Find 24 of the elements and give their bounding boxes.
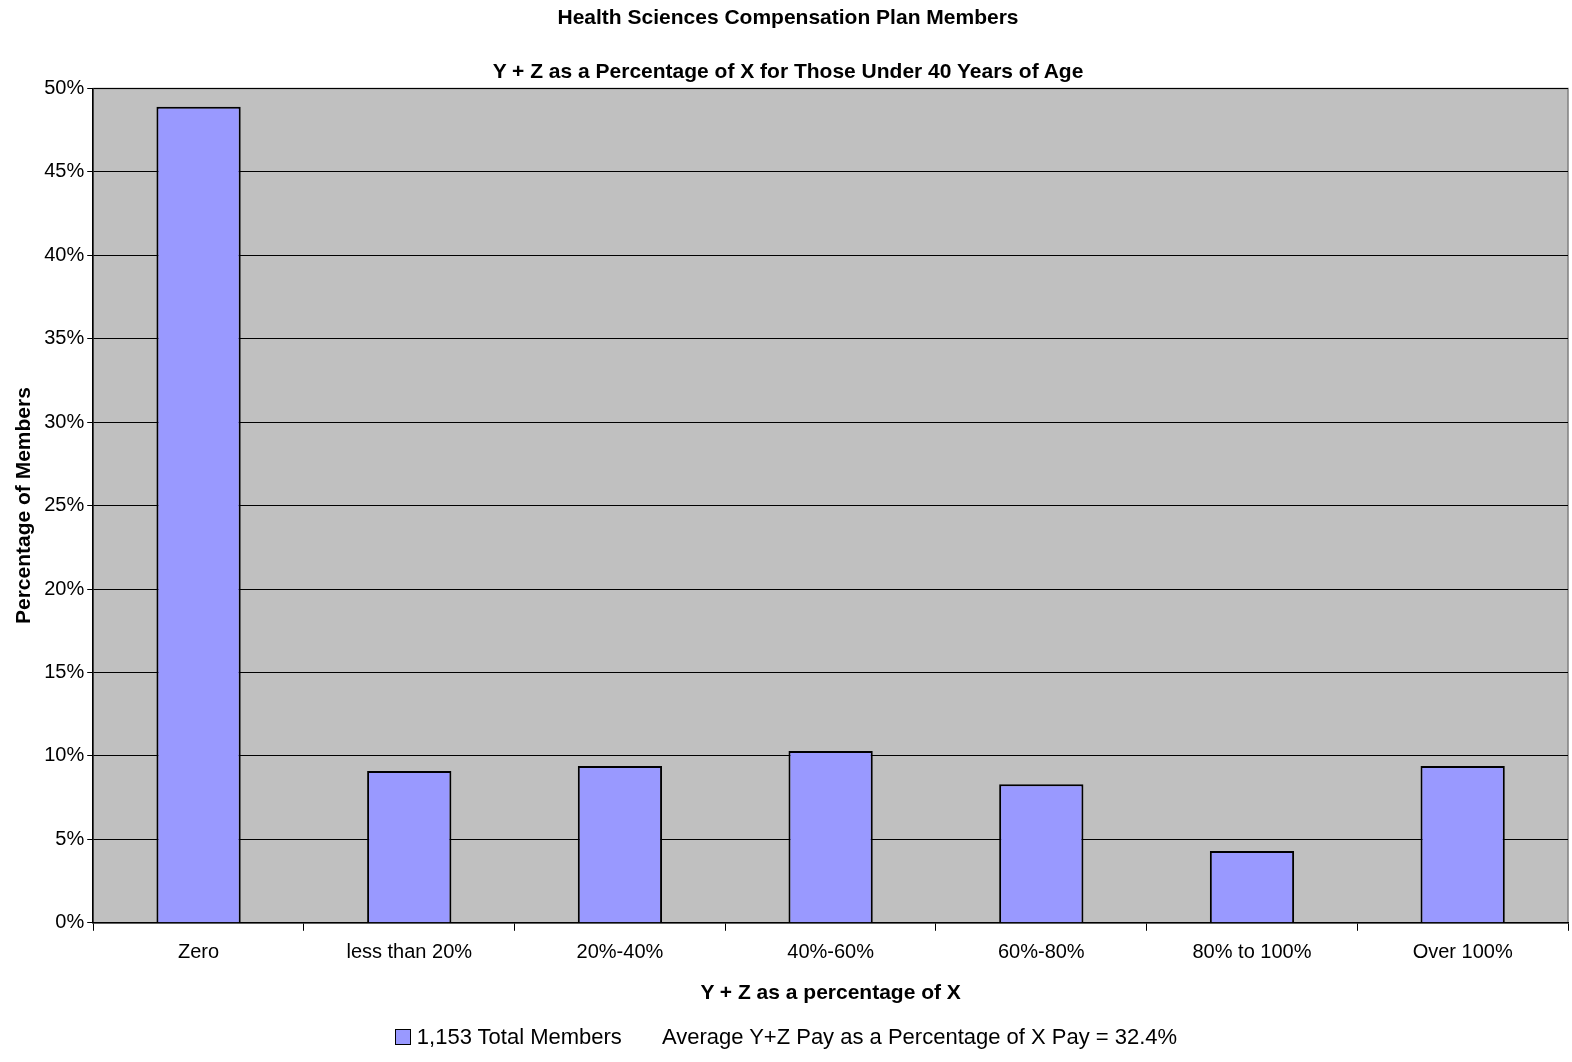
x-tick-label: 20%-40% (576, 940, 664, 963)
x-tick-label: Over 100% (1412, 940, 1513, 963)
y-tick-label: 15% (44, 660, 85, 682)
y-tick-label: 20% (44, 576, 85, 599)
chart-subtitle: Y + Z as a Percentage of X for Those Under 40 Years of Age (492, 58, 1084, 82)
x-tick-label: Zero (178, 940, 220, 963)
x-tick-label: 80% to 100% (1192, 940, 1312, 963)
x-tick-label: 40%-60% (787, 940, 875, 963)
legend-label: 1,153 Total Members (416, 1024, 622, 1050)
y-tick-label: 35% (44, 326, 85, 349)
y-tick-label: 5% (55, 826, 85, 849)
y-tick-label: 0% (55, 910, 85, 933)
chart-title: Health Sciences Compensation Plan Members (557, 5, 1019, 29)
x-tick-label: less than 20% (346, 940, 473, 963)
y-tick-label: 45% (44, 159, 85, 182)
y-tick-label: 10% (44, 743, 85, 766)
x-axis-title: Y + Z as a percentage of X (700, 980, 961, 1004)
text: Average Y+Z Pay as a Percentage of X Pay = 32.4% (661, 1024, 1178, 1050)
y-tick-label: 25% (44, 493, 85, 516)
x-tick-label: 60%-80% (997, 940, 1085, 963)
y-axis-title: Percentage of Members (11, 387, 35, 625)
y-tick-label: 30% (44, 409, 85, 432)
y-tick-label: 50% (44, 75, 85, 98)
y-tick-label: 40% (44, 242, 85, 265)
